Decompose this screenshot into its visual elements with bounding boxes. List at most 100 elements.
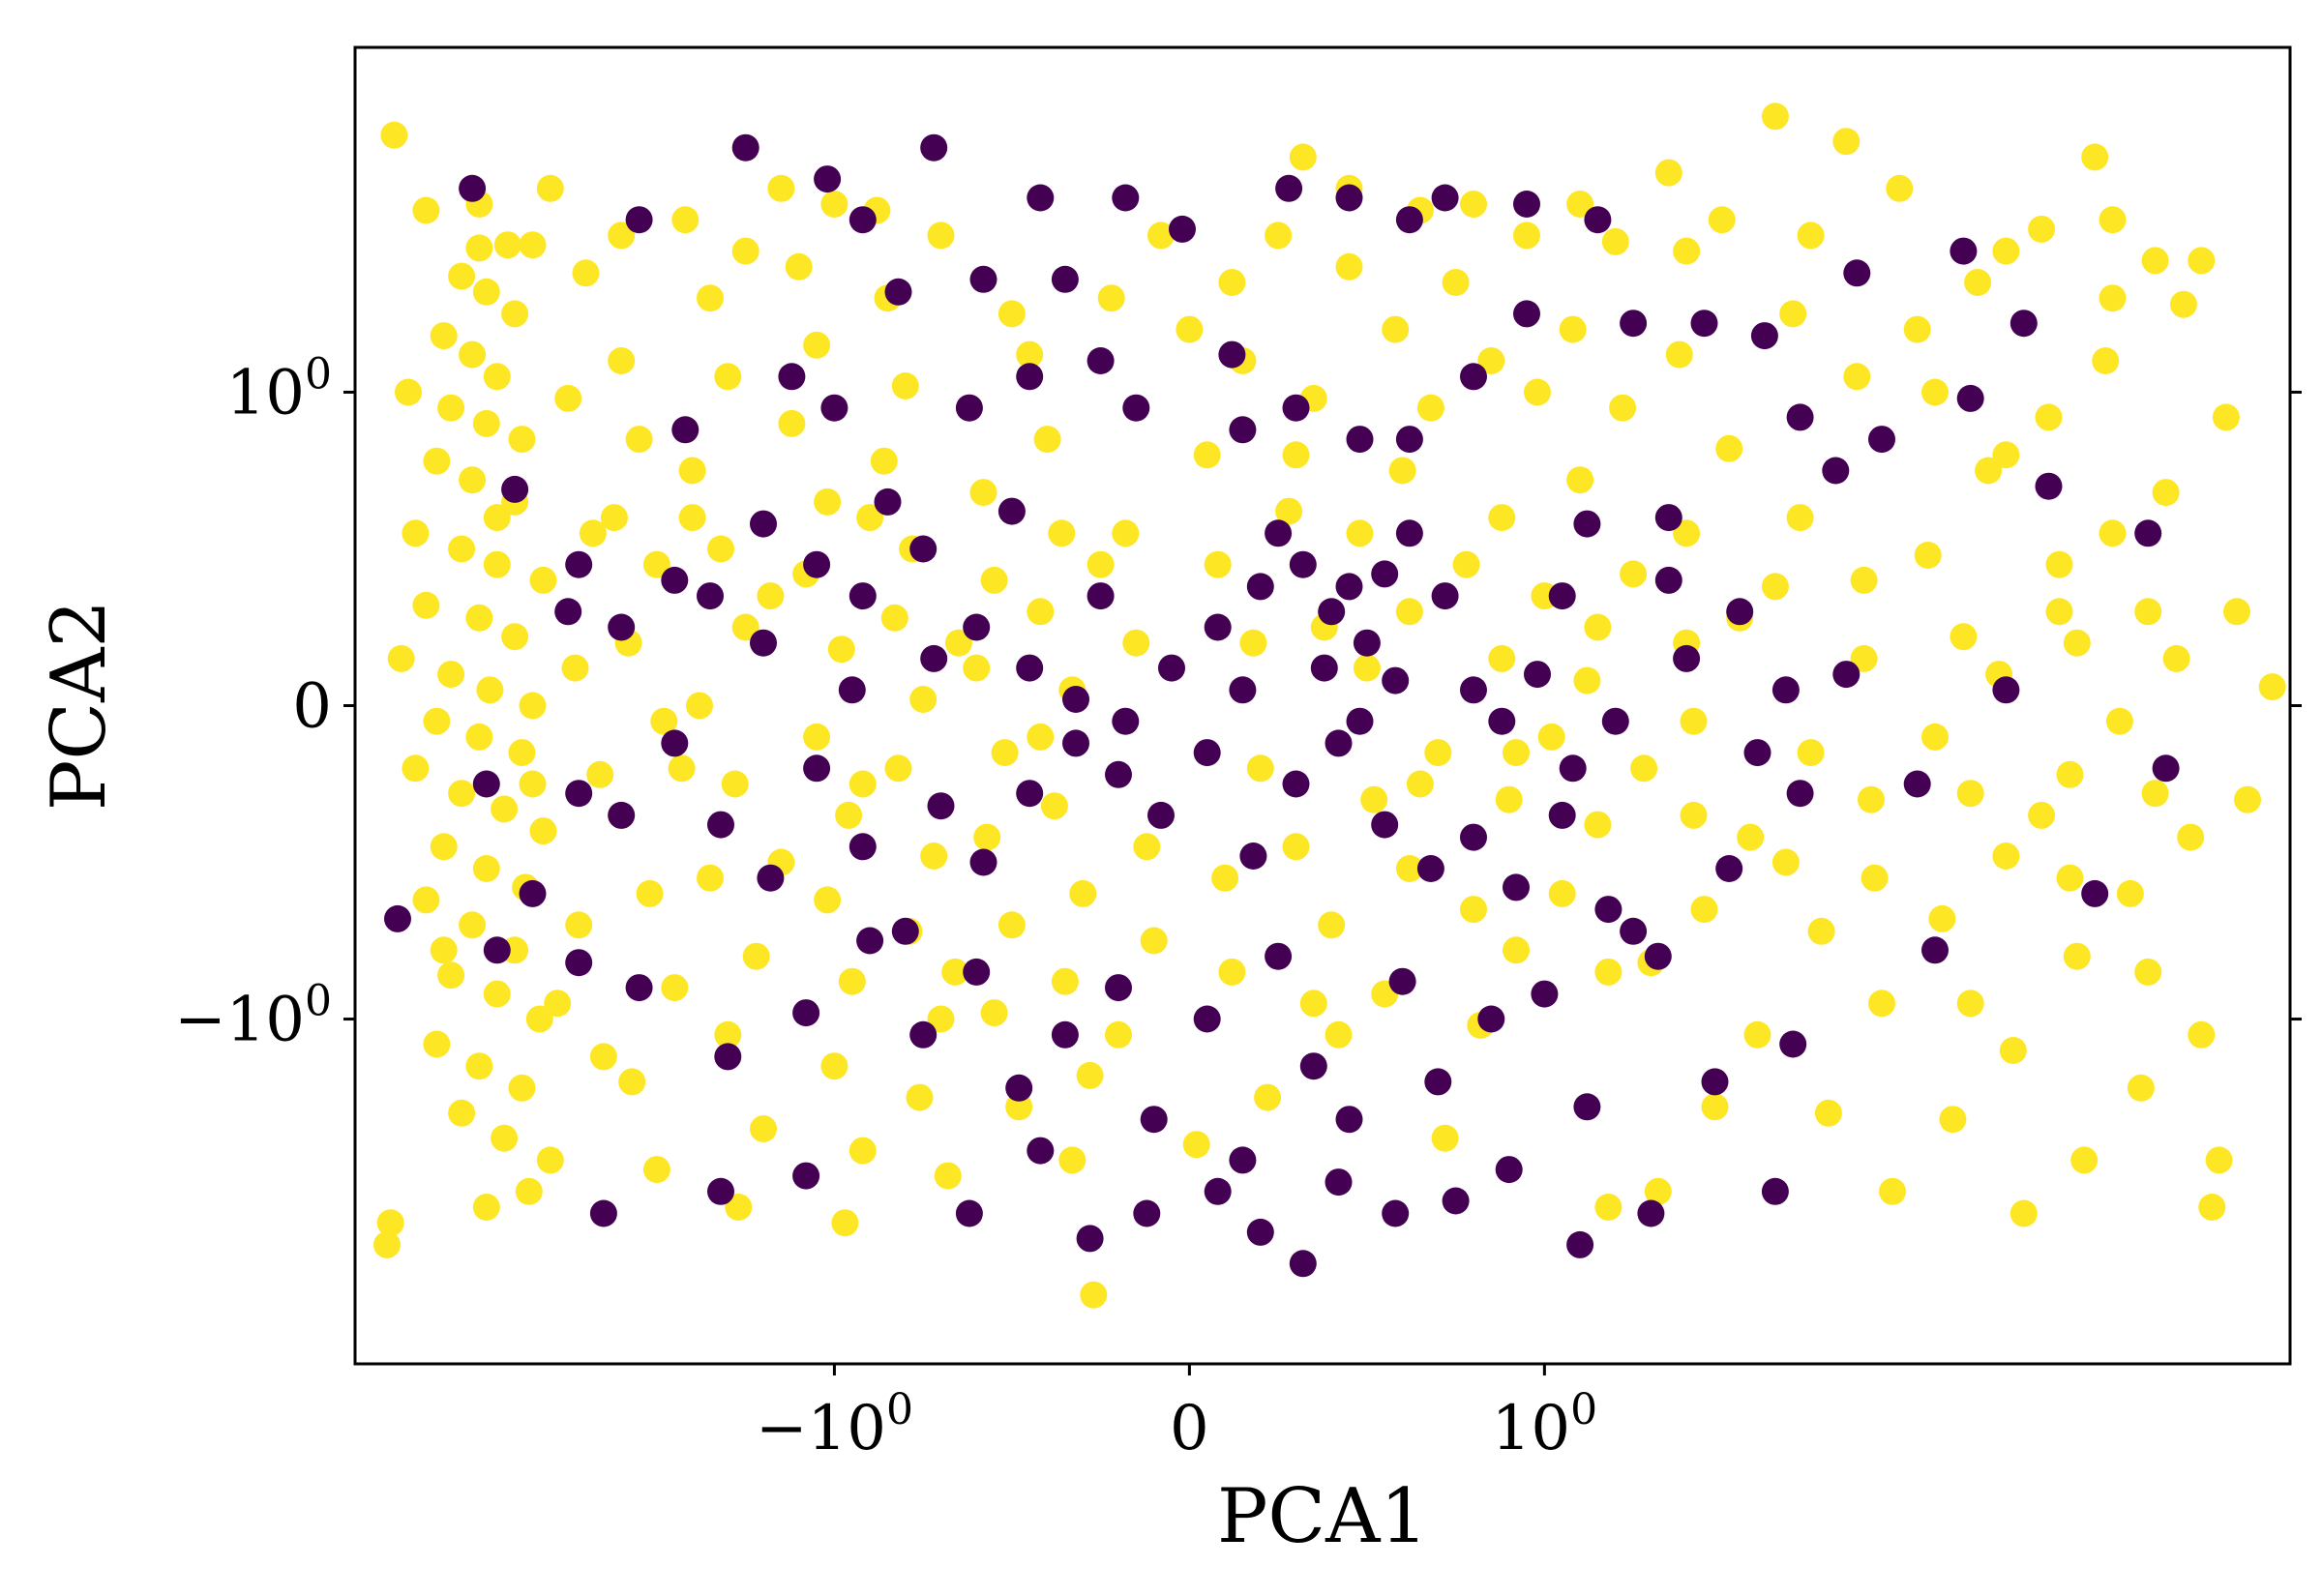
scatter-point (642, 550, 670, 578)
scatter-point (1956, 990, 1984, 1018)
scatter-point (1566, 1230, 1594, 1258)
scatter-point (1282, 394, 1310, 422)
scatter-point (1761, 1177, 1789, 1205)
scatter-point (1229, 1146, 1257, 1174)
scatter-point (1105, 760, 1132, 788)
scatter-point (1460, 363, 1487, 391)
scatter-point (529, 817, 557, 845)
scatter-point (2070, 1146, 2099, 1174)
scatter-point (2212, 403, 2240, 431)
scatter-point (1431, 582, 1459, 610)
scatter-point (625, 974, 653, 1002)
scatter-point (856, 504, 884, 532)
scatter-point (491, 1124, 519, 1152)
scatter-point (991, 739, 1019, 767)
scatter-point (1265, 519, 1293, 547)
scatter-point (650, 707, 678, 735)
scatter-point (2099, 284, 2127, 312)
scatter-point (1335, 184, 1363, 212)
scatter-point (731, 613, 759, 641)
scatter-point (1204, 550, 1232, 578)
points-layer (373, 103, 2286, 1309)
x-axis-label: PCA1 (1217, 1473, 1428, 1560)
scatter-point (997, 911, 1026, 939)
scatter-point (1431, 1124, 1459, 1152)
scatter-point (870, 447, 898, 475)
scatter-point (1654, 159, 1682, 187)
scatter-point (1573, 666, 1601, 695)
scatter-point (2063, 942, 2091, 970)
scatter-point (1630, 754, 1658, 783)
scatter-point (814, 165, 842, 193)
scatter-point (395, 378, 422, 406)
scatter-point (1680, 801, 1708, 829)
scatter-point (1609, 394, 1637, 422)
scatter-point (686, 692, 713, 720)
scatter-point (1559, 315, 1587, 343)
scatter-point (1289, 1250, 1317, 1278)
scatter-point (1673, 644, 1701, 672)
scatter-point (1424, 1068, 1452, 1096)
scatter-point (721, 770, 749, 798)
scatter-point (1644, 1177, 1672, 1205)
scatter-point (2134, 519, 2162, 547)
scatter-point (1318, 911, 1346, 939)
scatter-point (1310, 654, 1338, 682)
scatter-point (803, 723, 831, 751)
scatter-point (1058, 1146, 1087, 1174)
scatter-point (941, 958, 969, 986)
scatter-point (1005, 1093, 1033, 1121)
scatter-point (1218, 340, 1246, 369)
scatter-point (2105, 707, 2133, 735)
scatter-point (1395, 855, 1423, 882)
scatter-point (1275, 174, 1303, 202)
scatter-point (1016, 363, 1044, 391)
scatter-point (2127, 1074, 2155, 1102)
scatter-point (1105, 974, 1132, 1002)
scatter-point (927, 1005, 955, 1033)
scatter-point (519, 770, 547, 798)
scatter-point (2081, 143, 2109, 171)
scatter-point (2198, 1194, 2226, 1221)
scatter-point (1005, 1074, 1033, 1102)
scatter-point (963, 958, 991, 986)
scatter-point (1950, 237, 1978, 265)
scatter-point (459, 911, 487, 939)
scatter-point (1601, 227, 1629, 255)
scatter-point (1204, 1177, 1232, 1205)
scatter-point (1950, 623, 1978, 651)
scatter-point (927, 222, 955, 250)
scatter-point (1218, 958, 1246, 986)
scatter-point (1246, 754, 1274, 783)
scatter-point (472, 278, 500, 306)
scatter-point (1265, 222, 1293, 250)
scatter-point (1524, 661, 1551, 689)
scatter-point (1843, 259, 1871, 287)
scatter-point (493, 231, 521, 259)
scatter-point (1743, 739, 1771, 767)
scatter-point (1779, 1030, 1807, 1058)
scatter-point (792, 1162, 820, 1190)
scatter-point (608, 613, 636, 641)
scatter-point (2035, 403, 2063, 431)
scatter-point (565, 949, 593, 977)
scatter-point (1105, 1020, 1132, 1049)
scatter-point (1452, 550, 1480, 578)
scatter-point (1690, 310, 1718, 338)
scatter-point (519, 879, 547, 907)
x-tick-label: 0 (1170, 1393, 1209, 1464)
scatter-point (1537, 723, 1565, 751)
scatter-point (1737, 823, 1765, 851)
scatter-point (1254, 1083, 1282, 1111)
scatter-point (483, 550, 511, 578)
x-tick-label: −100 (756, 1385, 913, 1464)
scatter-point (1999, 1037, 2027, 1064)
scatter-point (1087, 582, 1115, 610)
scatter-point (2188, 247, 2216, 275)
scatter-point (671, 416, 700, 444)
scatter-point (963, 613, 991, 641)
scatter-point (848, 206, 877, 234)
scatter-point (714, 1020, 742, 1049)
scatter-point (1477, 347, 1505, 374)
scatter-point (1040, 792, 1068, 820)
